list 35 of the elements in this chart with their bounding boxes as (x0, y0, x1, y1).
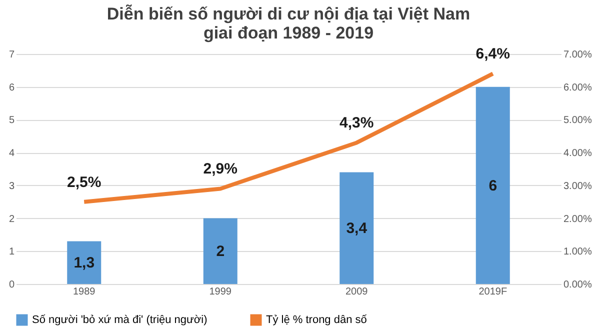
data-label: 4,3% (340, 114, 374, 132)
y2-tick-label: 6.00% (564, 82, 592, 94)
y2-tick-label: 3.00% (564, 180, 592, 192)
data-label: 6,4% (476, 46, 510, 63)
y-tick-label: 4 (8, 148, 15, 160)
bar (476, 86, 510, 284)
y-tick-label: 3 (8, 180, 15, 192)
y2-tick-label: 4.00% (564, 148, 592, 160)
data-label: 3,4 (346, 220, 368, 238)
y2-tick-label: 1.00% (564, 246, 592, 258)
legend-label: Số người 'bỏ xứ mà đi' (triệu người) (32, 314, 208, 326)
y2-tick-label: 5.00% (564, 115, 592, 126)
x-tick-label: 1989 (73, 286, 96, 298)
y-tick-label: 7 (8, 50, 15, 60)
data-label: 2,9% (203, 160, 238, 178)
x-tick-label: 2019F (478, 286, 508, 298)
bar (340, 172, 374, 284)
y-tick-label: 2 (8, 214, 15, 225)
y-tick-label: 6 (8, 82, 15, 94)
bar (67, 241, 102, 284)
data-label: 2,5% (67, 174, 102, 191)
x-tick-label: 2009 (346, 286, 368, 298)
y2-tick-label: 7.00% (564, 50, 592, 60)
y-tick-label: 1 (8, 246, 15, 258)
data-label: 2 (216, 243, 225, 260)
y-tick-label: 0 (8, 280, 15, 290)
legend-label: Tỷ lệ % trong dân số (266, 314, 367, 326)
data-label: 1,3 (74, 254, 95, 272)
chart-title: Diễn biến số người di cư nội địa tại Việt Nam giai đoạn 1989 - 2019 (106, 4, 470, 43)
data-label: 6 (488, 177, 498, 194)
x-tick-label: 1999 (209, 286, 232, 298)
y2-tick-label: 2.00% (564, 214, 592, 225)
bar (203, 218, 238, 284)
y-tick-label: 5 (8, 115, 15, 126)
y2-tick-label: 0.00% (564, 280, 592, 290)
